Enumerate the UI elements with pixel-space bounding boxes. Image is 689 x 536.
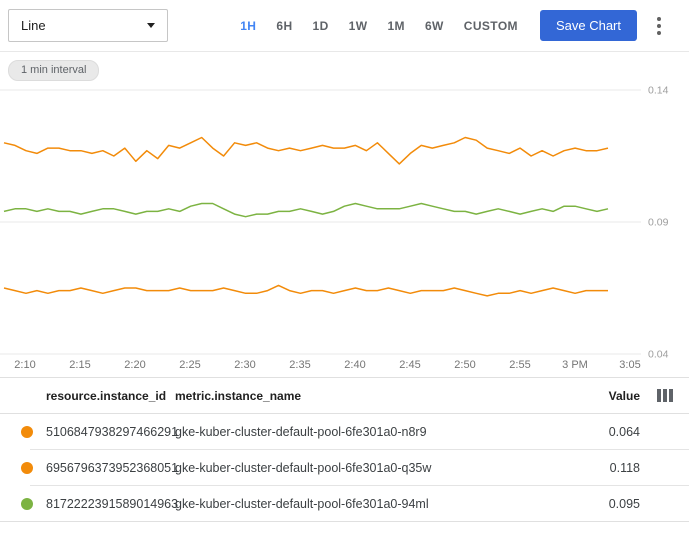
x-axis-tick-label: 2:40: [344, 359, 365, 371]
column-header-value: Value: [562, 389, 640, 403]
x-axis-tick-label: 2:30: [234, 359, 255, 371]
time-range-1d[interactable]: 1D: [303, 11, 339, 41]
value-cell: 0.118: [562, 461, 640, 475]
y-axis-tick-label: 0.14: [648, 85, 669, 97]
value-cell: 0.064: [562, 425, 640, 439]
instance-id-cell: 6956796373952368051: [46, 461, 175, 475]
instance-id-cell: 5106847938297466291: [46, 425, 175, 439]
table-row[interactable]: 8172222391589014963gke-kuber-cluster-def…: [0, 486, 689, 521]
y-axis-tick-label: 0.09: [648, 217, 669, 229]
column-header-instance-id: resource.instance_id: [46, 389, 175, 403]
time-range-6h[interactable]: 6H: [266, 11, 302, 41]
chart-plot-area[interactable]: 0.14 0.09 0.04 2:10 2:15 2:20 2:25 2:30 2:35 2:40…: [0, 85, 689, 377]
table-row[interactable]: 5106847938297466291gke-kuber-cluster-def…: [0, 414, 689, 449]
time-range-1w[interactable]: 1W: [339, 11, 378, 41]
chart-type-dropdown[interactable]: Line: [8, 9, 168, 42]
instance-name-cell: gke-kuber-cluster-default-pool-6fe301a0-…: [175, 497, 562, 511]
x-axis-tick-label: 3:05: [619, 359, 640, 371]
series-color-dot: [21, 426, 33, 438]
x-axis-tick-label: 3 PM: [562, 359, 588, 371]
save-chart-button[interactable]: Save Chart: [540, 10, 637, 41]
x-axis-tick-label: 2:20: [124, 359, 145, 371]
x-axis-tick-label: 2:15: [69, 359, 90, 371]
series-line-94ml: [4, 204, 608, 217]
time-range-1h[interactable]: 1H: [230, 11, 266, 41]
x-axis-tick-label: 2:10: [14, 359, 35, 371]
x-axis-tick-label: 2:50: [454, 359, 475, 371]
legend-table: resource.instance_id metric.instance_nam…: [0, 377, 689, 522]
series-line-q35w: [4, 138, 608, 164]
series-line-n8r9: [4, 285, 608, 296]
chart-toolbar: Line 1H6H1D1W1M6WCUSTOM Save Chart: [0, 0, 689, 52]
instance-name-cell: gke-kuber-cluster-default-pool-6fe301a0-…: [175, 425, 562, 439]
time-range-1m[interactable]: 1M: [377, 11, 414, 41]
timeseries-chart[interactable]: 0.14 0.09 0.04 2:10 2:15 2:20 2:25 2:30 2:35 2:40…: [0, 85, 689, 377]
series-color-dot: [21, 498, 33, 510]
interval-chip: 1 min interval: [8, 60, 99, 81]
instance-name-cell: gke-kuber-cluster-default-pool-6fe301a0-…: [175, 461, 562, 475]
legend-table-header: resource.instance_id metric.instance_nam…: [0, 378, 689, 414]
x-axis-tick-label: 2:35: [289, 359, 310, 371]
overflow-menu-icon[interactable]: [647, 11, 671, 41]
instance-id-cell: 8172222391589014963: [46, 497, 175, 511]
column-header-instance-name: metric.instance_name: [175, 389, 562, 403]
x-axis-tick-label: 2:55: [509, 359, 530, 371]
time-range-custom[interactable]: CUSTOM: [454, 11, 528, 41]
table-row[interactable]: 6956796373952368051gke-kuber-cluster-def…: [0, 450, 689, 485]
x-axis-tick-label: 2:45: [399, 359, 420, 371]
value-cell: 0.095: [562, 497, 640, 511]
column-display-icon[interactable]: [657, 389, 673, 402]
time-range-6w[interactable]: 6W: [415, 11, 454, 41]
chevron-down-icon: [147, 23, 155, 28]
x-axis-tick-label: 2:25: [179, 359, 200, 371]
y-axis-tick-label: 0.04: [648, 349, 669, 361]
series-color-dot: [21, 462, 33, 474]
chart-type-selected-value: Line: [21, 18, 46, 33]
time-range-group: 1H6H1D1W1M6WCUSTOM Save Chart: [230, 10, 671, 41]
